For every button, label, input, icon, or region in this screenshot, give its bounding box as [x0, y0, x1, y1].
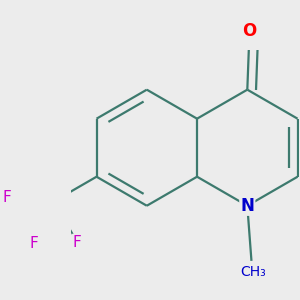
Text: CH₃: CH₃ — [241, 265, 266, 279]
Text: N: N — [240, 197, 254, 215]
Text: O: O — [242, 22, 256, 40]
Text: F: F — [73, 235, 82, 250]
Text: F: F — [30, 236, 38, 251]
Text: F: F — [3, 190, 11, 205]
